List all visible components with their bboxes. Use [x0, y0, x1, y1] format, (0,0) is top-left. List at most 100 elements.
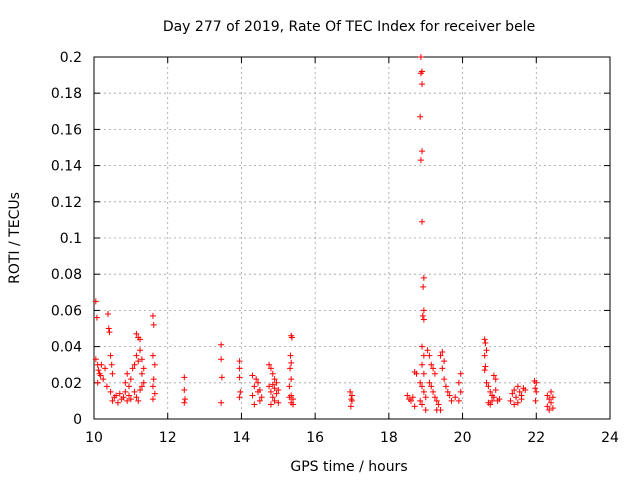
- y-tick-label: 0.12: [51, 195, 82, 211]
- data-point: [251, 383, 258, 390]
- data-point: [135, 358, 142, 365]
- data-point: [419, 148, 426, 155]
- data-point: [441, 358, 448, 365]
- data-point: [288, 376, 295, 383]
- data-point: [108, 361, 115, 368]
- data-point: [419, 343, 426, 350]
- y-axis-label: ROTI / TECUs: [7, 192, 23, 284]
- data-point: [411, 403, 418, 410]
- data-point: [419, 68, 426, 75]
- data-point: [420, 352, 427, 359]
- data-point: [105, 311, 112, 318]
- data-point: [417, 157, 424, 164]
- data-point: [124, 370, 131, 377]
- data-point: [288, 359, 295, 366]
- data-point: [487, 388, 494, 395]
- data-point: [511, 401, 518, 408]
- data-point: [422, 406, 429, 413]
- data-point: [420, 316, 427, 323]
- data-point: [271, 397, 278, 404]
- data-point: [109, 370, 116, 377]
- data-point: [107, 352, 114, 359]
- data-point: [271, 385, 278, 392]
- data-point: [532, 385, 539, 392]
- data-point: [114, 399, 121, 406]
- data-point: [426, 352, 433, 359]
- x-tick-label: 24: [601, 430, 619, 446]
- data-point: [113, 392, 120, 399]
- data-point: [249, 372, 256, 379]
- data-point: [138, 370, 145, 377]
- data-point: [269, 381, 276, 388]
- data-point: [452, 394, 459, 401]
- data-point: [149, 396, 156, 403]
- data-point: [419, 383, 426, 390]
- y-tick-label: 0.06: [51, 303, 82, 319]
- data-point: [237, 388, 244, 395]
- data-point: [349, 397, 355, 404]
- data-point: [133, 394, 140, 401]
- data-point: [507, 397, 514, 404]
- data-point: [103, 383, 110, 390]
- data-point: [93, 314, 100, 321]
- data-point: [347, 388, 354, 395]
- data-point: [481, 367, 488, 374]
- x-tick-label: 22: [527, 430, 545, 446]
- data-point: [419, 312, 426, 319]
- data-point: [409, 394, 416, 401]
- data-point: [481, 352, 488, 359]
- data-point: [516, 388, 523, 395]
- data-point: [266, 361, 273, 368]
- data-point: [433, 406, 440, 413]
- data-point: [181, 399, 188, 406]
- data-point: [417, 379, 424, 386]
- y-tick-label: 0.04: [51, 340, 82, 356]
- data-point: [122, 388, 129, 395]
- data-point: [287, 352, 294, 359]
- data-point: [548, 388, 555, 395]
- data-point: [100, 376, 107, 383]
- data-point: [483, 347, 490, 354]
- data-point: [522, 387, 529, 394]
- data-point: [489, 397, 496, 404]
- data-point: [487, 401, 494, 408]
- data-point: [490, 394, 497, 401]
- data-point: [433, 397, 440, 404]
- data-point: [286, 383, 293, 390]
- data-point: [273, 390, 280, 397]
- data-point: [97, 372, 104, 379]
- data-point: [419, 401, 426, 408]
- data-point: [137, 336, 144, 343]
- data-point: [137, 347, 144, 354]
- data-point: [255, 379, 262, 386]
- data-point: [546, 396, 553, 403]
- data-point: [442, 383, 449, 390]
- data-point: [439, 349, 446, 356]
- data-point: [107, 388, 114, 395]
- data-point: [417, 397, 424, 404]
- data-point: [544, 403, 551, 410]
- data-point: [236, 365, 243, 372]
- data-point: [428, 383, 435, 390]
- data-point: [446, 392, 453, 399]
- data-point: [253, 376, 260, 383]
- y-tick-label: 0.1: [60, 231, 82, 247]
- data-point: [251, 401, 258, 408]
- data-point: [218, 374, 225, 381]
- data-point: [290, 396, 297, 403]
- data-point: [492, 387, 499, 394]
- data-point: [181, 387, 188, 394]
- data-point: [290, 401, 297, 408]
- chart-title: Day 277 of 2019, Rate Of TEC Index for r…: [163, 19, 535, 35]
- data-point: [349, 392, 355, 399]
- data-point: [417, 113, 424, 120]
- data-point: [271, 376, 278, 383]
- x-tick-label: 16: [306, 430, 324, 446]
- data-point: [92, 356, 99, 363]
- data-point: [441, 376, 448, 383]
- data-point: [435, 401, 442, 408]
- data-point: [256, 387, 263, 394]
- data-point: [95, 367, 102, 374]
- x-tick-label: 20: [454, 430, 472, 446]
- data-point: [490, 372, 497, 379]
